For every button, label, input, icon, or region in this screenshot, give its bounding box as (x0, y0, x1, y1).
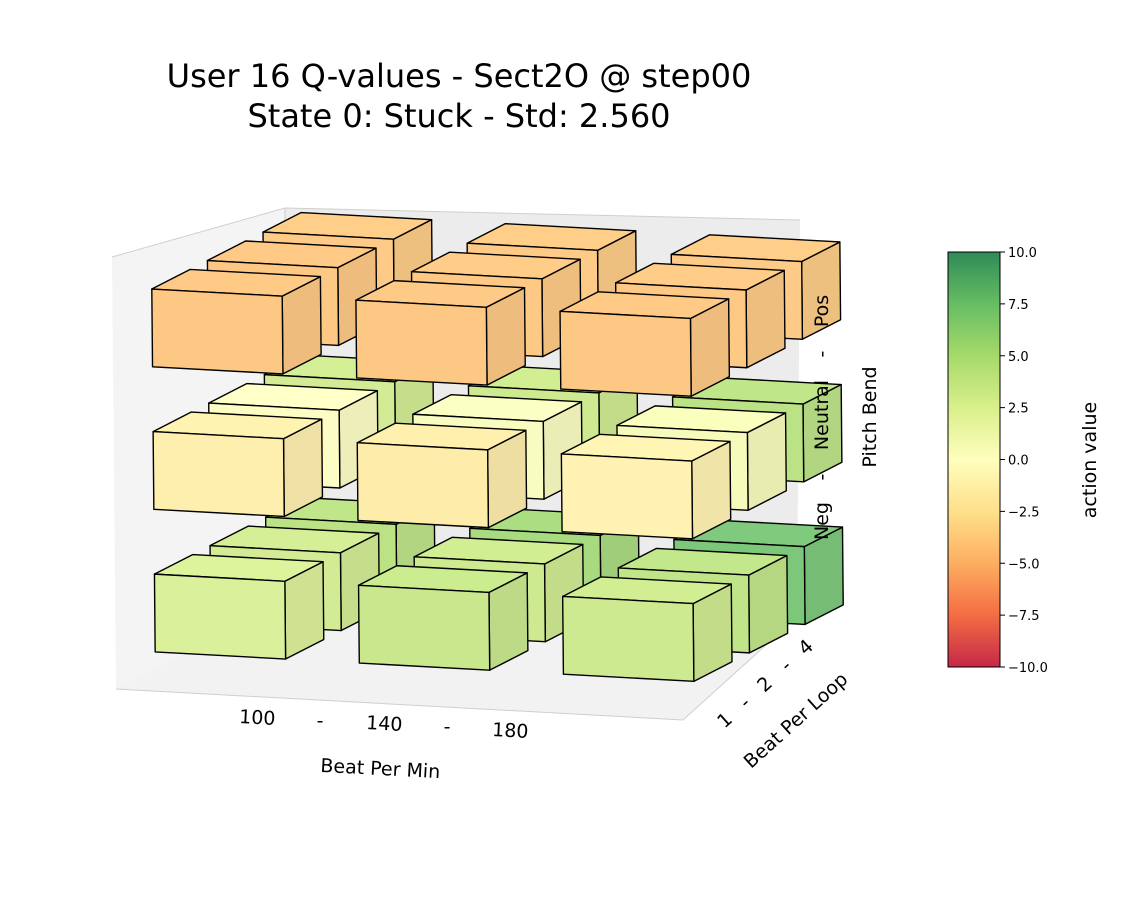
z-tick-0: Neg (811, 502, 833, 540)
colorbar-tick-label: −7.5 (1008, 609, 1040, 624)
chart-title-line1: User 16 Q-values - Sect2O @ step00 (167, 57, 752, 95)
bar-front-face (151, 288, 284, 375)
bar-cell-100-1-neg (153, 553, 325, 660)
colorbar-tick-label: 10.0 (1008, 246, 1037, 261)
y-tick-2: 2 (753, 672, 777, 696)
chart-title-line2: State 0: Stuck - Std: 2.560 (247, 97, 670, 135)
x-tick-0: 100 (239, 706, 276, 730)
x-tick-3: - (444, 716, 451, 738)
y-tick-4: 4 (794, 635, 818, 659)
z-axis-label: Pitch Bend (859, 366, 881, 467)
bar-cell-140-1-neg (357, 565, 529, 671)
x-tick-2: 140 (366, 712, 403, 736)
colorbar-tick-label: 2.5 (1008, 402, 1029, 417)
z-tick-3: - (811, 351, 833, 358)
x-tick-1: - (317, 710, 324, 732)
colorbar-tick-label: 7.5 (1008, 298, 1029, 313)
bar-cell-100-1-pos (151, 268, 322, 375)
bar-cell-180-1-neg (561, 576, 733, 683)
x-tick-4: 180 (492, 719, 529, 743)
z-tick-1: - (811, 474, 833, 481)
colorbar-tick-label: 5.0 (1008, 350, 1029, 365)
z-tick-2: Neutral (811, 380, 833, 450)
bar-cell-180-1-neutral (560, 433, 732, 540)
bar-cell-140-1-neutral (356, 422, 528, 529)
x-axis: 100 - 140 - 180 Beat Per Min (239, 706, 529, 783)
bar-front-face (560, 453, 694, 540)
colorbar-label: action value (1079, 402, 1101, 518)
colorbar: 10.0 7.5 5.0 2.5 0.0 −2.5 −5.0 −7.5 −10.0 action… (947, 246, 1101, 676)
y-tick-3: - (776, 655, 796, 676)
bar-front-face (559, 310, 692, 397)
bar-front-face (355, 299, 488, 386)
bar-cell-100-1-neutral (152, 411, 324, 518)
y-tick-1: - (735, 692, 755, 713)
bar-front-face (357, 584, 491, 671)
bar-front-face (153, 573, 287, 660)
colorbar-tick-label: −2.5 (1008, 505, 1040, 520)
bar-cell-140-1-pos (355, 279, 526, 386)
colorbar-tick-label: −5.0 (1008, 557, 1040, 572)
x-axis-label: Beat Per Min (320, 755, 441, 783)
colorbar-tick-label: 0.0 (1008, 454, 1029, 469)
bar-front-face (356, 442, 490, 529)
y-tick-0: 1 (713, 708, 737, 732)
z-axis: Neg - Neutral - Pos Pitch Bend (811, 295, 881, 540)
colorbar-tick-label: −10.0 (1008, 661, 1048, 676)
bars-group (151, 211, 844, 683)
colorbar-gradient (947, 251, 1001, 668)
colorbar-ticks: 10.0 7.5 5.0 2.5 0.0 −2.5 −5.0 −7.5 −10.0 (1000, 246, 1048, 676)
bar-front-face (561, 595, 695, 683)
z-tick-4: Pos (811, 295, 833, 327)
bar-front-face (152, 430, 285, 518)
bar-cell-180-1-pos (559, 291, 731, 397)
